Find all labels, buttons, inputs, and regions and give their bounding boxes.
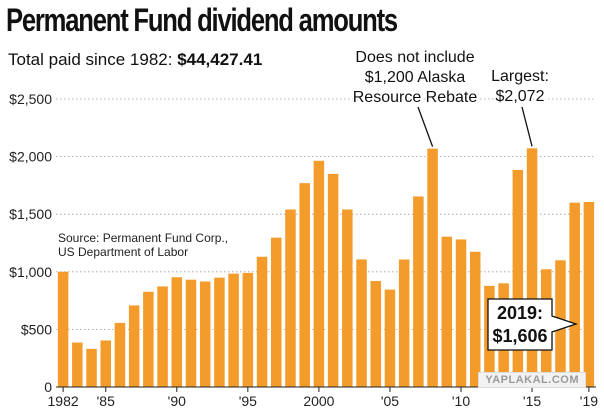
- bar: [228, 273, 239, 387]
- x-tick-label: '85: [97, 393, 115, 409]
- annotation-text-line: Does not include: [355, 49, 474, 66]
- bar: [384, 289, 396, 387]
- annotation-text-line: Resource Rebate: [353, 89, 478, 106]
- bar: [583, 201, 595, 387]
- bar: [398, 259, 410, 387]
- bar: [86, 348, 97, 387]
- bar: [441, 236, 453, 387]
- y-tick-label: $500: [21, 321, 52, 337]
- bar: [143, 291, 154, 387]
- watermark: YAPLAKAL.COM: [478, 372, 586, 388]
- bar: [171, 277, 183, 387]
- y-tick-label: $1,000: [9, 264, 52, 280]
- x-tick-label: '95: [239, 393, 257, 409]
- bar: [128, 305, 140, 387]
- bar: [526, 148, 538, 387]
- bar: [356, 259, 367, 387]
- bar: [57, 271, 69, 387]
- x-tick-label: '90: [168, 393, 186, 409]
- y-tick-label: $2,000: [9, 149, 52, 165]
- bar: [342, 209, 353, 387]
- y-tick-label: $1,500: [9, 206, 52, 222]
- bar: [271, 237, 282, 387]
- bar: [100, 340, 111, 387]
- bar: [72, 342, 83, 387]
- bar: [185, 279, 197, 387]
- bar: [285, 209, 296, 387]
- bar: [469, 251, 481, 387]
- callout-text-line: $1,606: [492, 326, 547, 346]
- source-note-line: Source: Permanent Fund Corp.,: [58, 231, 228, 245]
- bar: [413, 196, 424, 387]
- y-tick-label: $2,500: [9, 91, 52, 107]
- bar: [214, 277, 225, 387]
- bar: [427, 148, 438, 387]
- bar: [370, 281, 381, 387]
- callout-box: [487, 298, 579, 351]
- chart-subtitle: Total paid since 1982: $44,427.41: [8, 50, 262, 70]
- annotation-text-line: $1,200 Alaska: [365, 69, 466, 86]
- source-note-line: US Department of Labor: [58, 245, 188, 259]
- x-tick-label: '19: [580, 393, 598, 409]
- x-tick-label: '05: [381, 393, 399, 409]
- bar: [512, 169, 524, 387]
- bar: [313, 160, 325, 387]
- x-tick-label: 2000: [303, 393, 334, 409]
- annotation-text-line: $2,072: [496, 88, 545, 105]
- annotation-leader: [417, 106, 434, 147]
- bar: [242, 272, 254, 387]
- x-tick-label: '10: [452, 393, 470, 409]
- chart-title: Permanent Fund dividend amounts: [6, 2, 398, 38]
- bar: [157, 286, 168, 387]
- bar: [256, 256, 268, 387]
- callout-text-line: 2019:: [497, 303, 543, 323]
- bar: [114, 322, 126, 387]
- bar: [569, 202, 580, 387]
- bar: [327, 173, 339, 387]
- bar: [299, 183, 310, 387]
- subtitle-label: Total paid since 1982:: [8, 50, 173, 69]
- subtitle-value: $44,427.41: [177, 50, 263, 69]
- bar: [199, 281, 211, 387]
- annotation-text-line: Largest:: [491, 68, 549, 85]
- y-tick-label: 0: [44, 379, 52, 395]
- annotation-leader: [521, 106, 533, 147]
- bar: [455, 239, 467, 387]
- x-tick-label: '15: [523, 393, 541, 409]
- x-tick-label: 1982: [48, 393, 79, 409]
